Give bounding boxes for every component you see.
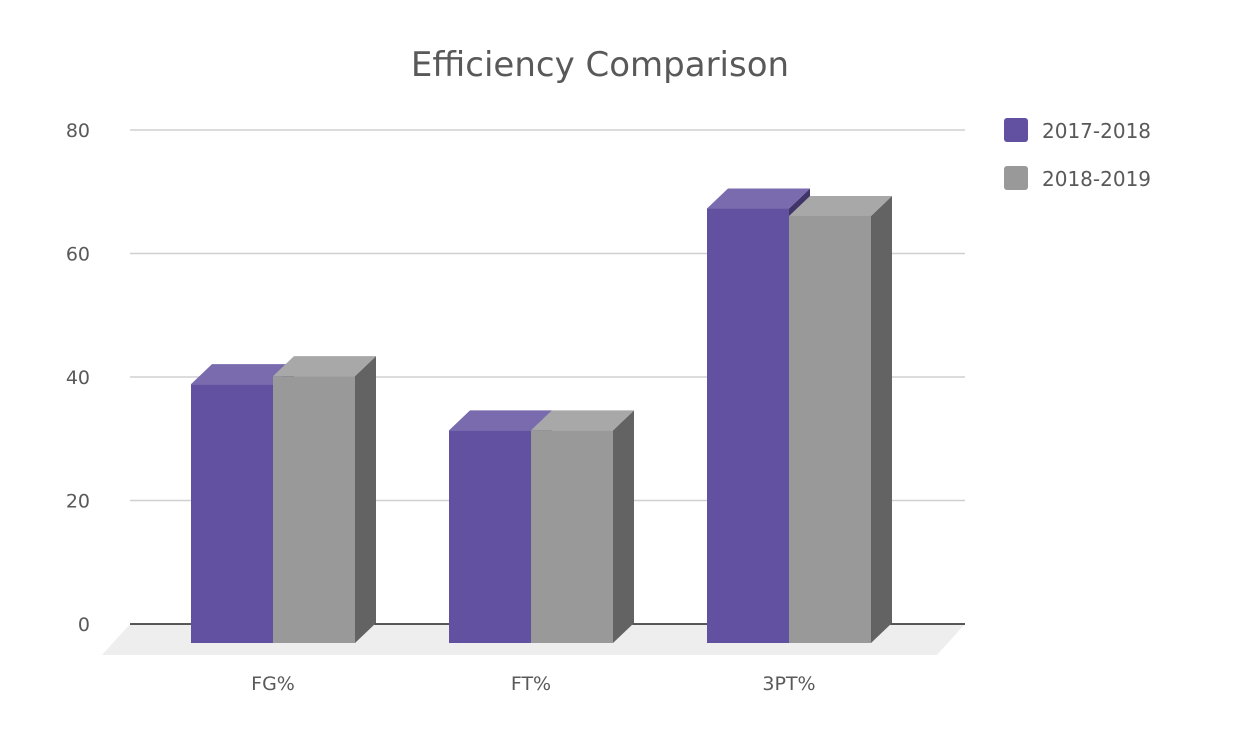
bar — [273, 376, 355, 643]
bar — [707, 208, 789, 643]
bar — [449, 430, 531, 643]
bar — [191, 384, 273, 643]
bar-side — [613, 410, 634, 643]
legend-label: 2018-2019 — [1042, 167, 1151, 191]
bar — [789, 215, 871, 643]
bar-side — [355, 356, 376, 643]
bar-top — [191, 364, 294, 385]
y-tick-label: 0 — [78, 614, 90, 636]
y-tick-label: 40 — [66, 367, 90, 389]
bar-top — [449, 410, 552, 431]
legend-label: 2017-2018 — [1042, 119, 1151, 143]
bar — [531, 430, 613, 643]
y-tick-label: 20 — [66, 491, 90, 513]
chart-title: Efficiency Comparison — [410, 45, 790, 85]
legend-swatch — [1004, 118, 1028, 142]
bar-top — [707, 188, 810, 209]
x-tick-label: 3PT% — [762, 673, 815, 695]
x-tick-label: FG% — [251, 673, 295, 695]
y-tick-label: 80 — [66, 120, 90, 142]
bar-top — [531, 410, 634, 431]
bar-top — [273, 356, 376, 377]
bar-top — [789, 195, 892, 216]
bar-side — [871, 195, 892, 643]
x-tick-label: FT% — [511, 673, 551, 695]
y-tick-label: 60 — [66, 244, 90, 266]
legend-swatch — [1004, 166, 1028, 190]
